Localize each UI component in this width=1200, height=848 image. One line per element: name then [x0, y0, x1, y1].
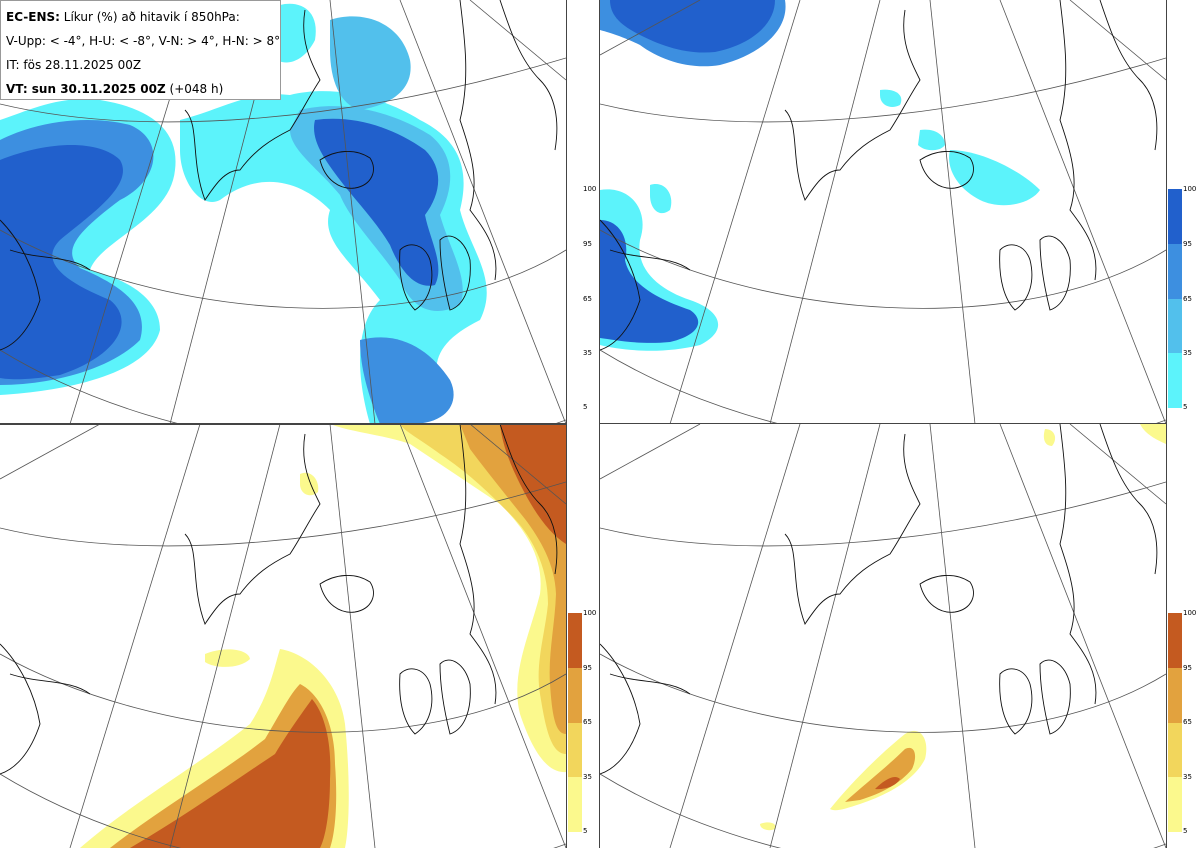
tick-label: 65	[1183, 295, 1192, 303]
map-panel-lower-right	[600, 424, 1166, 848]
forecast-info-box: EC-ENS: Líkur (%) að hitavik í 850hPa: V…	[0, 0, 281, 100]
title-text: Líkur (%) að hitavik í 850hPa:	[63, 10, 240, 24]
colorbar-upper-right	[1168, 189, 1182, 408]
tick-label: 35	[1183, 773, 1192, 781]
tick-label: 100	[583, 609, 597, 617]
lead-time: (+048 h)	[169, 82, 224, 96]
tick-label: 35	[583, 349, 592, 357]
colorbar-lower-left	[568, 613, 582, 832]
tick-label: 95	[1183, 664, 1192, 672]
probability-fill	[80, 424, 566, 848]
tick-label: 5	[1183, 827, 1188, 835]
tick-label: 65	[1183, 718, 1192, 726]
coastlines	[0, 0, 558, 351]
tick-label: 100	[1183, 185, 1197, 193]
tick-label: 95	[583, 240, 592, 248]
graticule	[0, 424, 566, 848]
graticule	[600, 424, 1166, 848]
graticule	[600, 0, 1166, 424]
map-panel-upper-right	[600, 0, 1166, 424]
tick-label: 5	[583, 827, 588, 835]
probability-map-lower-right	[600, 424, 1166, 848]
probability-map-lower-left	[0, 424, 566, 848]
vertical-divider-right	[1166, 0, 1167, 848]
tick-label: 100	[1183, 609, 1197, 617]
valid-label: VT: sun 30.11.2025 00Z	[6, 82, 166, 96]
tick-label: 65	[583, 718, 592, 726]
tick-label: 5	[1183, 403, 1188, 411]
coastlines	[600, 0, 1158, 351]
probability-map-upper-left	[0, 0, 566, 424]
coastlines	[600, 424, 1158, 775]
tick-label: 5	[583, 403, 588, 411]
vertical-divider-left	[566, 0, 567, 848]
model-label: EC-ENS:	[6, 10, 60, 24]
tick-label: 35	[583, 773, 592, 781]
horizontal-divider-right	[600, 423, 1166, 424]
probability-map-upper-right	[600, 0, 1166, 424]
tick-label: 65	[583, 295, 592, 303]
coastlines	[0, 424, 558, 775]
tick-label: 100	[583, 185, 597, 193]
probability-fill	[760, 424, 1166, 831]
horizontal-divider-left	[0, 423, 566, 425]
probability-fill	[600, 0, 1040, 351]
tick-label: 95	[1183, 240, 1192, 248]
tick-label: 95	[583, 664, 592, 672]
colorbar-lower-right	[1168, 613, 1182, 832]
tick-label: 35	[1183, 349, 1192, 357]
thresholds-line: V-Upp: < -4°, H-U: < -8°, V-N: > 4°, H-N…	[6, 34, 281, 48]
map-panel-lower-left	[0, 424, 566, 848]
map-panel-upper-left	[0, 0, 566, 424]
valid-time-line: VT: sun 30.11.2025 00Z (+048 h)	[6, 77, 275, 101]
title-line: EC-ENS: Líkur (%) að hitavik í 850hPa:	[6, 5, 275, 29]
init-time-line: IT: fös 28.11.2025 00Z	[6, 58, 142, 72]
vertical-divider-mid	[599, 0, 600, 848]
